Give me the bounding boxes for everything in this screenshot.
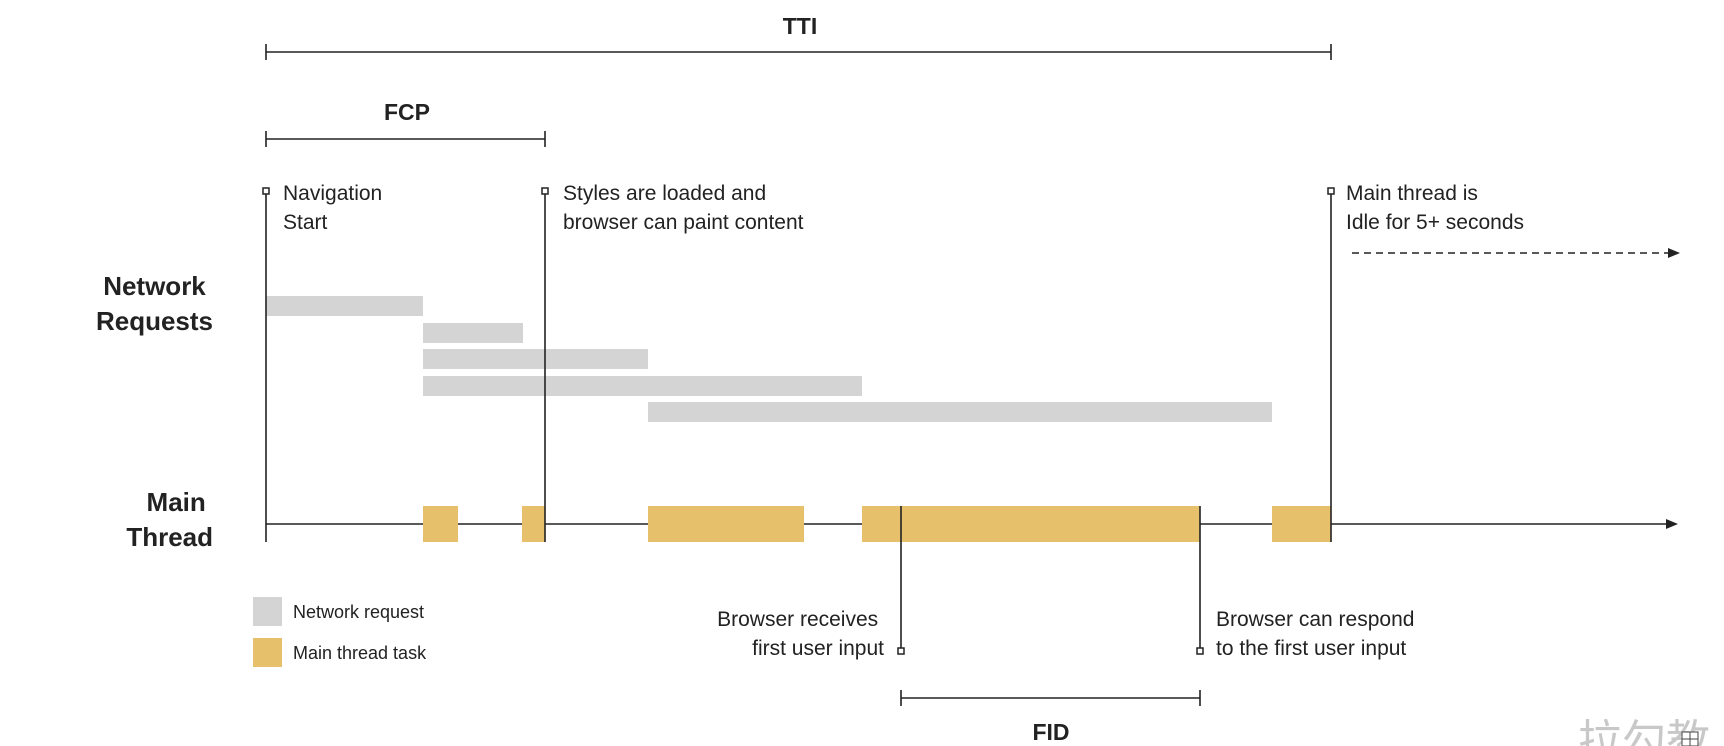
network-row-label-line-1: Network (103, 271, 206, 301)
main-row-label-line-1: Main (147, 487, 206, 517)
network-request-bar (266, 296, 423, 316)
input-response-marker: Browser can respond to the first user in… (1196, 506, 1420, 660)
idle-line-1: Main thread is (1346, 182, 1478, 205)
input-response-line-1: Browser can respond (1216, 608, 1414, 631)
main-thread-idle-label: Main thread is Idle for 5+ seconds (1346, 182, 1524, 234)
input-received-marker: Browser receives first user input (717, 506, 905, 660)
navigation-start-line-2: Start (283, 211, 328, 234)
main-thread-idle-marker: Main thread is Idle for 5+ seconds (1327, 182, 1680, 542)
navigation-start-label: Navigation Start (283, 182, 388, 234)
input-received-label: Browser receives first user input (717, 608, 884, 660)
network-requests-row-label: Network Requests (96, 271, 213, 336)
input-received-line-1: Browser receives (717, 608, 878, 631)
main-thread-row-label: Main Thread (126, 487, 213, 552)
main-thread-task (1272, 506, 1331, 542)
fid-span: FID (900, 690, 1201, 745)
tti-label: TTI (783, 13, 818, 39)
axis-arrowhead (1666, 519, 1678, 529)
legend-task-swatch (253, 638, 282, 667)
legend-network-label: Network request (293, 602, 424, 622)
styles-loaded-line-2: browser can paint content (563, 211, 804, 234)
idle-arrowhead (1668, 248, 1680, 258)
styles-loaded-line-1: Styles are loaded and (563, 182, 766, 205)
legend: Network request Main thread task (253, 597, 427, 667)
legend-network-swatch (253, 597, 282, 626)
watermark: 拉勾教 (1578, 716, 1710, 746)
fcp-label: FCP (384, 99, 430, 125)
main-thread-task (423, 506, 458, 542)
idle-line-2: Idle for 5+ seconds (1346, 211, 1524, 234)
fid-label: FID (1032, 719, 1069, 745)
styles-loaded-label: Styles are loaded and browser can paint … (563, 182, 804, 234)
fcp-span: FCP (265, 99, 546, 147)
legend-task-label: Main thread task (293, 643, 427, 663)
navigation-start-line-1: Navigation (283, 182, 382, 205)
input-response-label: Browser can respond to the first user in… (1216, 608, 1420, 660)
main-row-label-line-2: Thread (126, 522, 213, 552)
network-request-bars (266, 296, 1272, 422)
main-thread-task (522, 506, 545, 542)
styles-loaded-marker: Styles are loaded and browser can paint … (541, 182, 804, 542)
network-request-bar (423, 376, 862, 396)
tti-span: TTI (265, 13, 1332, 60)
main-thread-task (862, 506, 1200, 542)
input-received-line-2: first user input (752, 637, 884, 660)
network-request-bar (423, 323, 523, 343)
network-request-bar (648, 402, 1272, 422)
input-response-line-2: to the first user input (1216, 637, 1406, 660)
network-request-bar (423, 349, 648, 369)
network-row-label-line-2: Requests (96, 306, 213, 336)
main-thread-tasks (423, 506, 1331, 542)
navigation-start-marker: Navigation Start (262, 182, 388, 542)
main-thread-task (648, 506, 804, 542)
